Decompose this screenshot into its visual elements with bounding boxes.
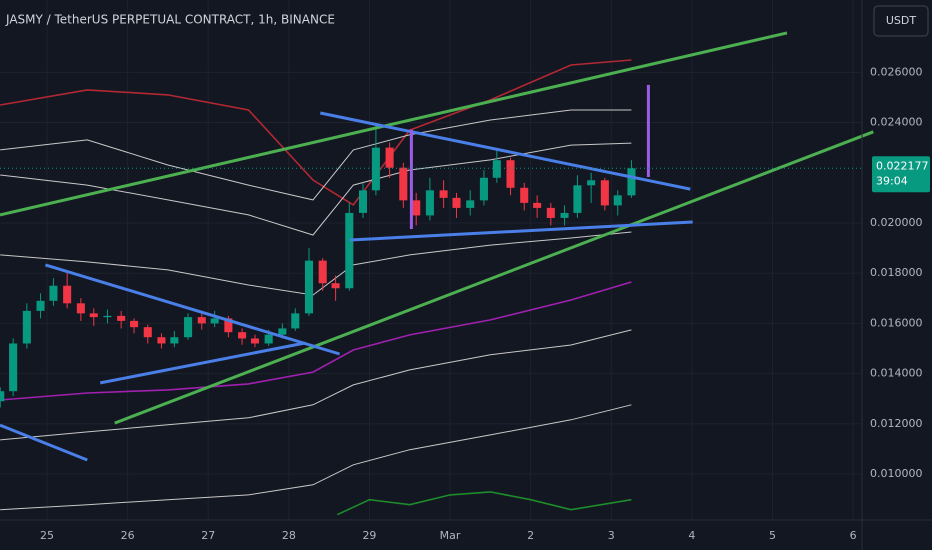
- x-tick-label: 25: [40, 529, 54, 542]
- candle-body: [479, 177, 488, 201]
- x-tick-label: 3: [608, 529, 615, 542]
- currency-button[interactable]: [873, 5, 929, 37]
- candle-body: [573, 185, 582, 213]
- candle-body: [587, 180, 596, 186]
- trend-line: [319, 111, 691, 191]
- currency-label[interactable]: USDT: [886, 14, 917, 27]
- x-tick-label: 5: [769, 529, 776, 542]
- axes: 0.010000 0.012000 0.014000 0.016000 0.018000…: [40, 65, 930, 542]
- trend-line: [0, 423, 88, 462]
- candle-body: [184, 317, 193, 338]
- chart-title: JASMY / TetherUS PERPETUAL CONTRACT, 1h,…: [5, 13, 335, 27]
- last-price-label: 0.022177: [876, 159, 929, 172]
- band-line: [0, 231, 632, 296]
- x-tick-label: 2: [527, 529, 534, 542]
- candle-body: [89, 313, 98, 318]
- band-line: [0, 109, 632, 201]
- x-tick-label: 4: [688, 529, 695, 542]
- y-tick-label: 0.020000: [870, 216, 923, 229]
- x-tick-label: 29: [362, 529, 376, 542]
- band-line: [0, 142, 632, 236]
- band-line: [336, 491, 632, 516]
- candle-body: [613, 195, 622, 206]
- candle-body: [425, 190, 434, 216]
- y-tick-label: 0.016000: [870, 316, 923, 329]
- trend-line: [0, 31, 788, 217]
- candle-body: [103, 315, 112, 318]
- candle-body: [63, 285, 72, 304]
- trend-line: [99, 341, 306, 385]
- candle-body: [291, 313, 300, 329]
- candle-body: [157, 337, 166, 344]
- candle-body: [546, 207, 555, 218]
- candle-body: [318, 260, 327, 284]
- candle-body: [533, 202, 542, 208]
- candle-body: [210, 318, 219, 324]
- candle-body: [264, 334, 273, 344]
- candle-body: [22, 310, 31, 344]
- candle-body: [506, 160, 515, 188]
- band-line: [0, 281, 632, 401]
- candle-body: [224, 318, 233, 333]
- candle-body: [238, 332, 247, 339]
- x-tick-label: 26: [121, 529, 135, 542]
- candle-body: [627, 168, 636, 196]
- candle-body: [520, 187, 529, 203]
- candle-body: [304, 260, 314, 314]
- band-line: [0, 404, 632, 511]
- y-tick-label: 0.018000: [870, 266, 923, 279]
- band-line: [0, 329, 632, 441]
- candle-body: [36, 300, 45, 311]
- plot: [0, 31, 874, 516]
- grid: [0, 0, 862, 520]
- candle-body: [345, 212, 354, 289]
- candle-body: [371, 147, 380, 191]
- candle-body: [250, 338, 260, 344]
- trend-line: [114, 130, 874, 425]
- candle-body: [130, 320, 139, 328]
- timer-label: 39:04: [876, 174, 908, 187]
- candle-body: [439, 190, 448, 198]
- y-tick-label: 0.026000: [870, 65, 923, 78]
- candle-body: [9, 343, 18, 392]
- candle-body: [466, 200, 475, 208]
- candle-body: [600, 180, 609, 206]
- candle-body: [143, 327, 152, 338]
- candle-body: [278, 328, 287, 335]
- y-tick-label: 0.014000: [870, 367, 923, 380]
- band-line: [0, 59, 632, 206]
- candle-body: [492, 160, 501, 178]
- x-tick-label: Mar: [440, 529, 461, 542]
- x-tick-label: 6: [850, 529, 857, 542]
- x-tick-label: 27: [201, 529, 215, 542]
- candle-body: [560, 212, 569, 218]
- y-tick-label: 0.010000: [870, 467, 923, 480]
- candle-body: [170, 337, 179, 344]
- candle-body: [0, 391, 5, 402]
- trend-line: [44, 263, 341, 356]
- trend-line: [350, 220, 693, 242]
- candle-body: [385, 147, 394, 168]
- candle-body: [331, 283, 340, 289]
- y-tick-label: 0.012000: [870, 417, 923, 430]
- candle-body: [49, 285, 58, 301]
- candle-body: [412, 200, 421, 216]
- candle-body: [117, 315, 126, 321]
- x-tick-label: 28: [282, 529, 296, 542]
- candle-body: [358, 190, 368, 213]
- y-tick-label: 0.024000: [870, 116, 923, 129]
- candle-body: [452, 197, 461, 208]
- candle-body: [76, 303, 85, 314]
- candle-body: [197, 317, 206, 324]
- candle-body: [399, 167, 408, 201]
- last-price-box: [872, 156, 930, 193]
